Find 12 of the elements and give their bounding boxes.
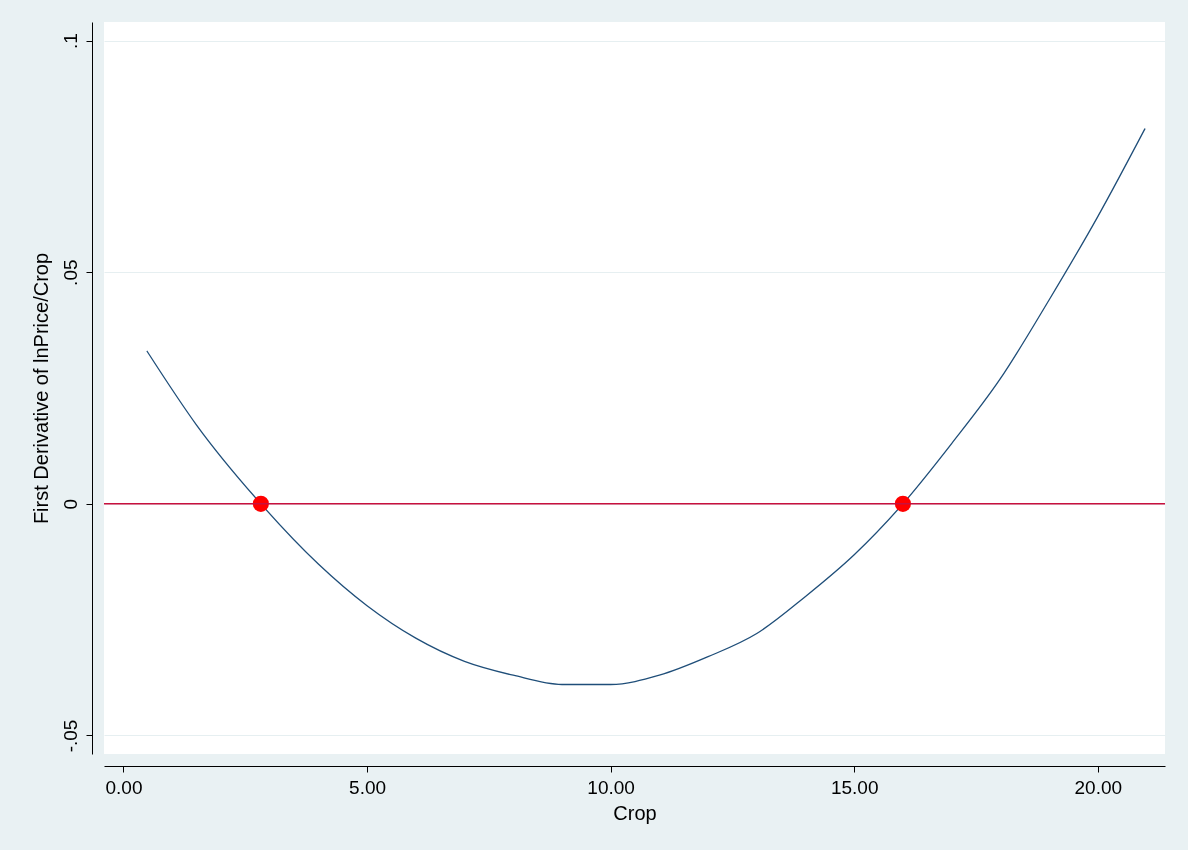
y-axis-title: First Derivative of lnPrice/Crop bbox=[29, 252, 52, 525]
x-axis-title: Crop bbox=[613, 801, 657, 824]
x-tick-label: 10.00 bbox=[587, 776, 635, 798]
x-tick-label: 15.00 bbox=[830, 776, 879, 798]
x-tick-label: 20.00 bbox=[1074, 776, 1123, 798]
y-tick-label: .1 bbox=[59, 33, 81, 49]
x-tick-label: 0.00 bbox=[105, 776, 143, 798]
y-tick-label: -.05 bbox=[59, 719, 81, 753]
y-tick-label: .05 bbox=[59, 259, 81, 286]
x-tick-label: 5.00 bbox=[349, 776, 387, 798]
y-tick-label: 0 bbox=[59, 499, 81, 510]
line-series bbox=[146, 127, 1146, 686]
